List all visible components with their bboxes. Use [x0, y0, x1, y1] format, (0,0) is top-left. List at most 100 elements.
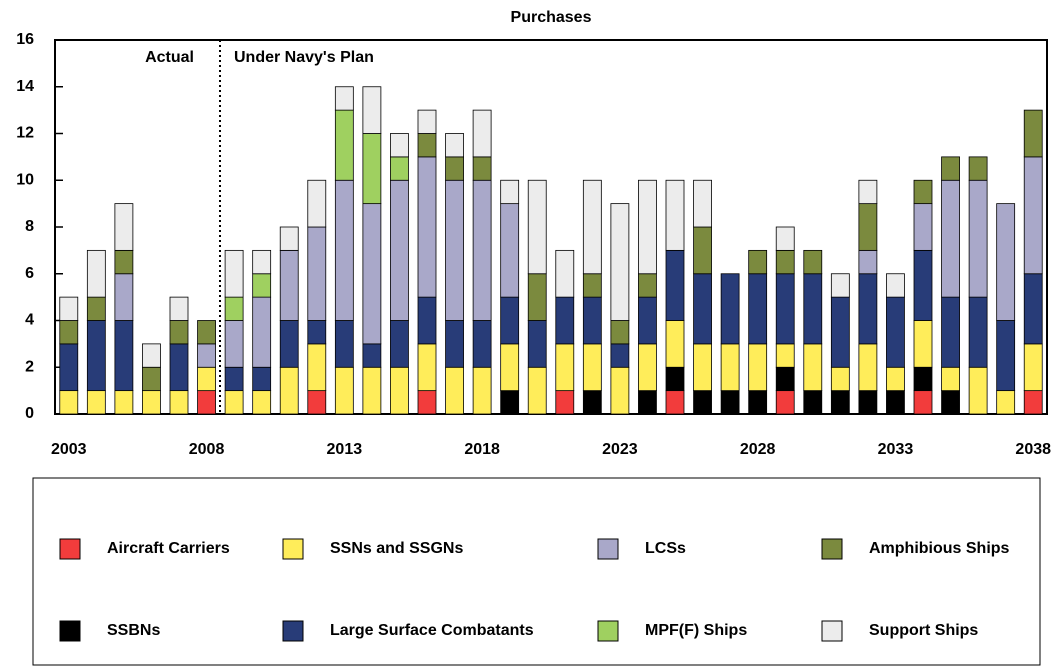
bar-segment [527, 320, 547, 368]
bar-segment [417, 156, 437, 298]
bar-segment [334, 320, 354, 368]
x-tick-label: 2003 [51, 441, 87, 458]
bar-segment [86, 320, 106, 392]
bar-segment [169, 343, 189, 392]
bar-segment [334, 86, 354, 111]
bar-segment [472, 320, 492, 368]
bar-segment [1023, 273, 1043, 345]
y-tick-label: 12 [16, 125, 34, 142]
bar-segment [665, 249, 685, 321]
bar-segment [86, 296, 106, 321]
bar-segment [114, 390, 134, 415]
bar-segment [968, 156, 988, 181]
bar-segment [307, 343, 327, 392]
bar-segment [445, 133, 464, 158]
bar-segment [500, 203, 520, 298]
bar-segment [86, 390, 106, 415]
bar-segment [307, 226, 327, 321]
bar-segment [334, 179, 354, 321]
legend-swatch [282, 538, 304, 560]
legend-label: SSBNs [107, 622, 160, 639]
bar-segment [610, 366, 630, 415]
bar-segment [968, 296, 988, 368]
bar-segment [279, 320, 299, 368]
bar-segment [913, 179, 933, 205]
bar-segment [941, 390, 960, 415]
bar-segment [886, 366, 905, 392]
bar-segment [858, 203, 878, 251]
bar-segment [390, 156, 409, 181]
bar-segment [610, 320, 630, 345]
y-tick-label: 16 [16, 31, 34, 48]
bar-segment [555, 296, 575, 345]
bar-segment [582, 296, 602, 345]
bar-segment [224, 320, 244, 368]
bar-segment [803, 343, 823, 392]
bar-segment [527, 179, 547, 275]
bar-segment [169, 320, 189, 345]
bar-segment [693, 226, 712, 275]
y-tick-label: 14 [16, 78, 34, 95]
legend-label: Amphibious Ships [869, 540, 1010, 557]
bar-segment [142, 343, 161, 368]
bar-segment [500, 343, 520, 392]
x-tick-label: 2018 [464, 441, 500, 458]
legend-label: MPF(F) Ships [645, 622, 747, 639]
legend-swatch [821, 620, 843, 642]
bar-segment [748, 249, 768, 275]
bar-segment [169, 296, 189, 321]
bar-segment [334, 109, 354, 181]
chart-title: Purchases [511, 9, 592, 26]
bar-segment [858, 273, 878, 345]
bar-segment [307, 390, 327, 415]
legend-swatch [821, 538, 843, 560]
y-tick-label: 8 [25, 218, 34, 235]
bar-segment [445, 156, 464, 181]
bar-segment [252, 390, 272, 415]
bar-segment [362, 86, 382, 134]
bar-segment [968, 179, 988, 298]
bar-segment [445, 320, 464, 368]
bar-segment [114, 203, 134, 251]
bar-segment [582, 273, 602, 298]
bar-segment [720, 273, 740, 345]
bar-segment [665, 320, 685, 368]
legend-frame [32, 477, 1041, 666]
bar-segment [886, 390, 905, 415]
bar-segment [693, 179, 712, 228]
bar-segment [417, 133, 437, 158]
legend-label: Aircraft Carriers [107, 540, 230, 557]
bar-segment [59, 390, 79, 415]
y-tick-label: 6 [25, 265, 34, 282]
bar-segment [114, 249, 134, 275]
bar-segment [858, 179, 878, 205]
bar-segment [913, 390, 933, 415]
bar-segment [417, 296, 437, 345]
bar-segment [1023, 156, 1043, 275]
bar-segment [693, 390, 712, 415]
x-tick-label: 2023 [602, 441, 638, 458]
bar-segment [252, 249, 272, 275]
bar-segment [252, 296, 272, 368]
bar-segment [390, 133, 409, 158]
bar-segment [224, 296, 244, 321]
bar-segment [390, 179, 409, 321]
legend-swatch [59, 538, 81, 560]
bar-segment [362, 343, 382, 368]
y-tick-label: 0 [25, 405, 34, 422]
bar-segment [803, 249, 823, 275]
bar-segment [307, 320, 327, 345]
bar-segment [197, 343, 216, 368]
bar-segment [996, 320, 1016, 392]
bar-segment [858, 343, 878, 392]
bar-segment [334, 366, 354, 415]
bar-segment [307, 179, 327, 228]
bar-segment [748, 390, 768, 415]
annotation: Under Navy's Plan [234, 49, 374, 66]
bar-segment [390, 366, 409, 415]
bar-segment [638, 343, 657, 392]
bar-segment [1023, 390, 1043, 415]
bar-segment [665, 366, 685, 392]
bar-segment [527, 366, 547, 415]
